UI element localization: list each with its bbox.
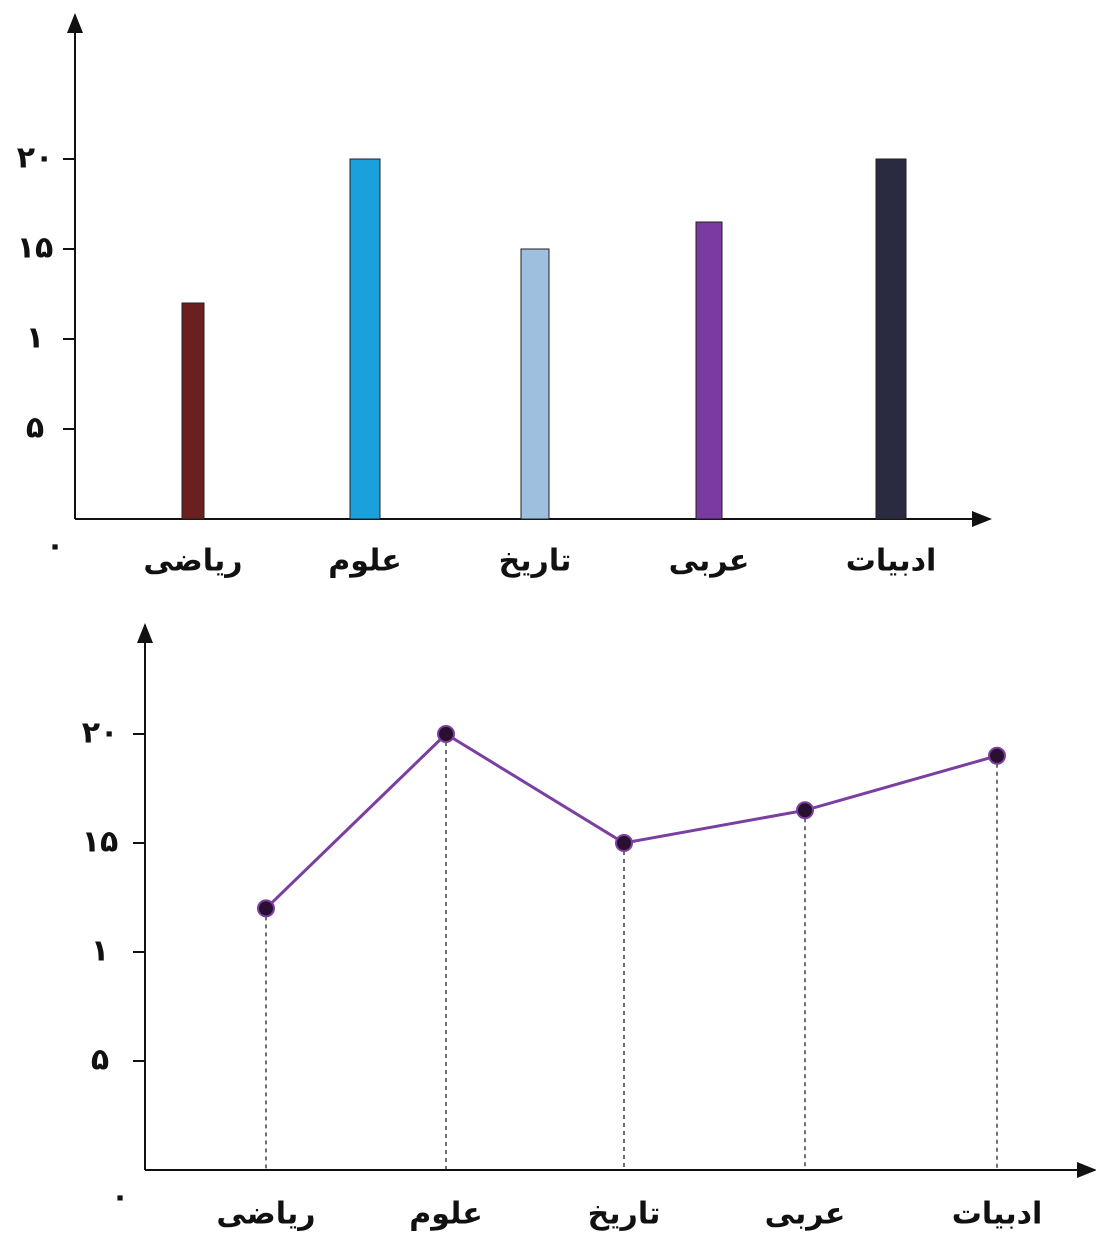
y-tick-label: ۲۰ xyxy=(17,141,54,176)
y-tick-label: ۰ xyxy=(111,1180,129,1215)
point xyxy=(438,726,454,742)
x-tick-label: ریاضی xyxy=(143,544,242,579)
point xyxy=(797,802,813,818)
x-tick-label: ریاضی xyxy=(216,1197,315,1232)
point xyxy=(616,835,632,851)
line xyxy=(266,734,997,908)
y-tick-label: ۱۵ xyxy=(17,231,54,266)
x-tick-label: ادبیات xyxy=(846,544,937,579)
y-tick-label: ۱ xyxy=(91,934,109,969)
x-tick-label: تاریخ xyxy=(588,1197,661,1232)
y-tick-label: ۱ xyxy=(26,321,44,356)
y-tick-label: ۱۵ xyxy=(82,825,119,860)
bar xyxy=(182,303,204,519)
x-tick-label: ادبیات xyxy=(952,1197,1043,1232)
x-tick-label: عربی xyxy=(669,544,750,579)
x-tick-label: عربی xyxy=(765,1197,846,1232)
bar xyxy=(521,249,549,519)
point xyxy=(258,900,274,916)
x-tick-label: علوم xyxy=(409,1197,483,1232)
bar xyxy=(696,222,722,519)
bar xyxy=(350,159,380,519)
y-tick-label: ۰ xyxy=(46,529,64,564)
y-tick-label: ۵ xyxy=(26,411,44,446)
x-tick-label: تاریخ xyxy=(499,544,572,579)
y-tick-label: ۲۰ xyxy=(82,716,119,751)
x-tick-label: علوم xyxy=(328,544,402,579)
bar xyxy=(876,159,906,519)
page: ۰ ۵ ۱ ۱۵ ۲۰ ریاضی علوم تاریخ عربی ادبیات ۰ ۵ ۱ ۱۵ ۲۰ ری… xyxy=(0,0,1096,1238)
point xyxy=(989,748,1005,764)
y-tick-label: ۵ xyxy=(91,1043,109,1078)
